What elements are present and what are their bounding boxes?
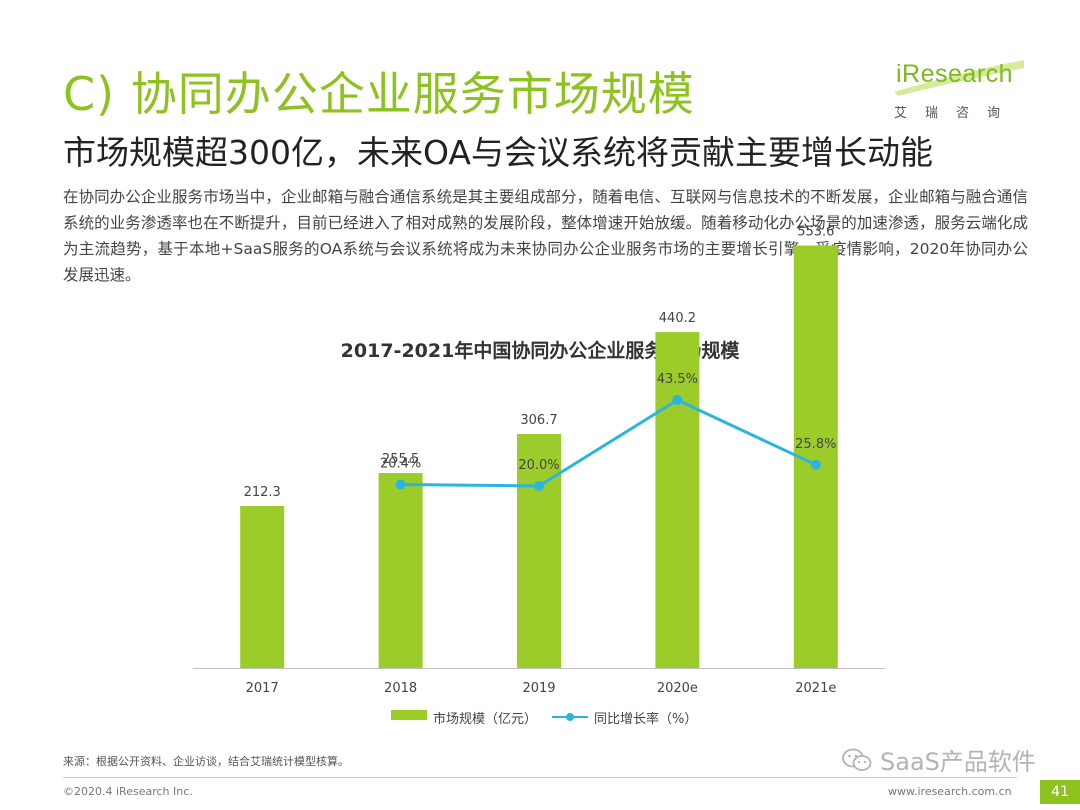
growth-label-2020e: 43.5%	[657, 372, 698, 387]
chart-title: 2017-2021年中国协同办公企业服务市场规模	[340, 340, 740, 362]
logo-swoosh-icon	[894, 60, 1024, 96]
bar-2018	[378, 473, 423, 668]
bar-label-2020e: 440.2	[659, 311, 696, 326]
description-paragraph: 在协同办公企业服务市场当中，企业邮箱与融合通信系统是其主要组成部分，随着电信、互…	[63, 188, 1028, 284]
copyright-text: ©2020.4 iResearch Inc.	[63, 785, 193, 798]
legend-bar-swatch	[391, 710, 427, 720]
bar-label-2021e: 553.6	[797, 225, 834, 240]
wechat-icon	[842, 748, 872, 771]
bar-label-2018: 255.5	[382, 452, 419, 467]
x-tick-2021e: 2021e	[795, 681, 836, 696]
website-text: www.iresearch.com.cn	[888, 785, 1012, 798]
bar-2019	[517, 433, 561, 668]
chart-legend: 市场规模（亿元） 同比增长率（%）	[0, 708, 1080, 728]
legend-bar-label: 市场规模（亿元）	[433, 712, 538, 727]
iresearch-logo: iResearch 艾瑞咨询	[892, 58, 1032, 128]
page-number: 41	[1040, 780, 1080, 804]
bar-2017	[240, 506, 285, 668]
x-tick-2019: 2019	[522, 681, 555, 696]
growth-label-2021e: 25.8%	[795, 437, 836, 452]
growth-label-2019: 20.0%	[518, 458, 559, 473]
source-note: 来源：根据公开资料、企业访谈，结合艾瑞统计模型核算。	[63, 755, 349, 768]
x-tick-2020e: 2020e	[657, 681, 698, 696]
growth-point-2019	[534, 481, 544, 491]
growth-point-2018	[395, 479, 406, 490]
bar-label-2019: 306.7	[520, 413, 557, 428]
growth-point-2020e	[672, 395, 683, 405]
legend-line-label: 同比增长率（%）	[594, 712, 698, 727]
growth-label-2018: 20.4%	[380, 457, 421, 472]
logo-subtext: 艾瑞咨询	[894, 106, 1019, 121]
footer-divider	[63, 777, 1017, 778]
page-subtitle: 市场规模超300亿，未来OA与会议系统将贡献主要增长动能	[63, 133, 933, 172]
growth-rate-line	[400, 398, 817, 488]
x-tick-2018: 2018	[384, 681, 417, 696]
bar-label-2017: 212.3	[244, 485, 281, 500]
watermark-text: SaaS产品软件	[880, 748, 1036, 776]
bar-2020e	[655, 332, 700, 668]
section-title: C) 协同办公企业服务市场规模	[63, 67, 695, 121]
logo-wordmark: iResearch	[896, 60, 1014, 88]
x-tick-2017: 2017	[246, 681, 279, 696]
growth-point-2021e	[810, 459, 821, 470]
legend-line-marker	[566, 713, 574, 721]
